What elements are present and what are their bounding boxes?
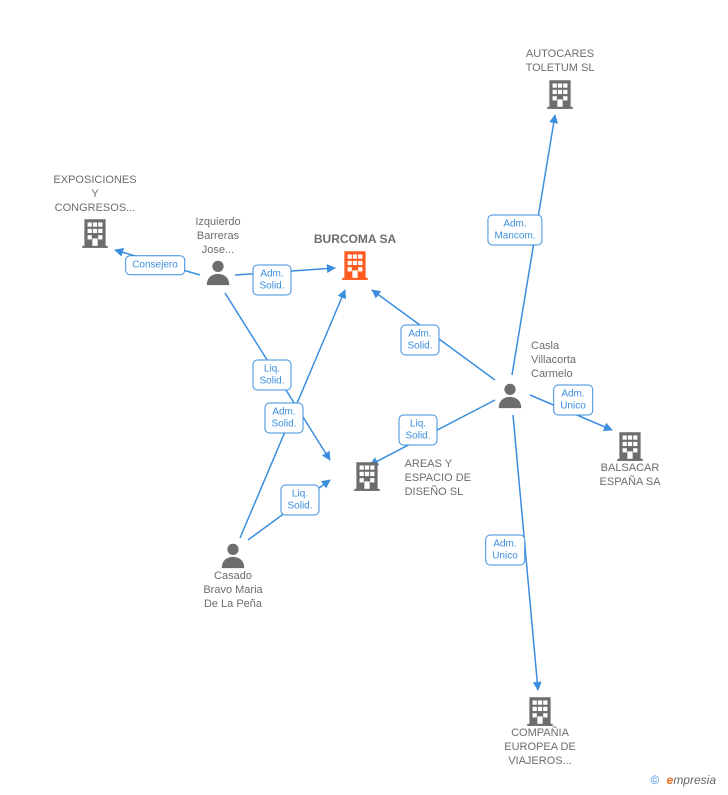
node-label: Izquierdo Barreras Jose...: [163, 216, 273, 257]
node-label: BURCOMA SA: [300, 232, 410, 247]
node-exposiciones[interactable]: EXPOSICIONES Y CONGRESOS...: [40, 174, 150, 249]
node-label: Casla Villacorta Carmelo: [531, 340, 621, 381]
edge-label: Adm. Unico: [553, 385, 593, 416]
diagram-canvas: AUTOCARES TOLETUM SL EXPOSICIONES Y CONG…: [0, 0, 728, 795]
node-burcoma[interactable]: BURCOMA SA: [300, 232, 410, 281]
node-casla[interactable]: Casla Villacorta Carmelo: [495, 380, 525, 410]
node-areas[interactable]: AREAS Y ESPACIO DE DISEÑO SL: [331, 458, 471, 499]
edge-label: Adm. Solid.: [264, 403, 303, 434]
node-label: AUTOCARES TOLETUM SL: [505, 48, 615, 76]
node-label: AREAS Y ESPACIO DE DISEÑO SL: [405, 458, 471, 499]
person-icon: [218, 540, 248, 570]
company-icon: [613, 428, 647, 462]
company-icon: [543, 76, 577, 110]
edge-label: Consejero: [125, 255, 185, 275]
company-icon: [78, 215, 112, 249]
node-casado[interactable]: Casado Bravo Maria De La Peña: [178, 540, 288, 611]
person-icon: [203, 257, 233, 287]
edge-label: Adm. Mancom.: [487, 215, 542, 246]
node-label: Casado Bravo Maria De La Peña: [178, 570, 288, 611]
node-balsacar[interactable]: BALSACAR ESPAÑA SA: [575, 428, 685, 490]
company-icon: [350, 458, 384, 492]
edge-label: Liq. Solid.: [280, 485, 319, 516]
edge-label: Liq. Solid.: [252, 360, 291, 391]
company-icon: [338, 247, 372, 281]
company-icon: [523, 693, 557, 727]
edges-layer: [0, 0, 728, 795]
copyright-symbol: ©: [650, 773, 659, 787]
edge-label: Adm. Unico: [485, 535, 525, 566]
node-autocares[interactable]: AUTOCARES TOLETUM SL: [505, 48, 615, 110]
edge-label: Adm. Solid.: [252, 265, 291, 296]
person-icon: [495, 380, 525, 410]
edge-label: Liq. Solid.: [398, 415, 437, 446]
node-label: COMPAÑIA EUROPEA DE VIAJEROS...: [485, 727, 595, 768]
edge-label: Adm. Solid.: [400, 325, 439, 356]
brand-rest: mpresia: [673, 773, 716, 787]
node-compania[interactable]: COMPAÑIA EUROPEA DE VIAJEROS...: [485, 693, 595, 768]
watermark: © empresia: [650, 773, 716, 787]
node-label: EXPOSICIONES Y CONGRESOS...: [40, 174, 150, 215]
node-label: BALSACAR ESPAÑA SA: [575, 462, 685, 490]
